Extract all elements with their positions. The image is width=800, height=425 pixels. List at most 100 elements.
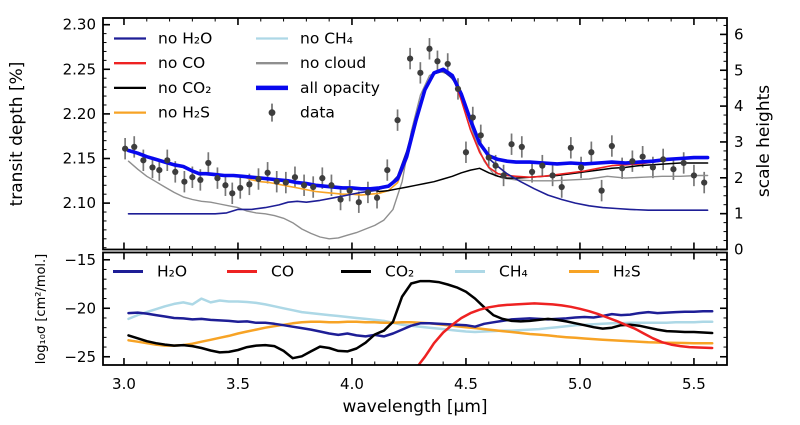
y-tick-label: −15 [64, 251, 96, 269]
data-point [205, 159, 212, 167]
data-point-markers [122, 45, 708, 206]
right-tick-label: 3 [734, 133, 744, 151]
data-point [639, 153, 646, 160]
data-point [518, 143, 525, 151]
x-tick-label: 4.5 [454, 375, 478, 393]
y-tick-label: −25 [64, 348, 96, 366]
top-series [126, 67, 710, 240]
data-point [394, 117, 401, 124]
data-point [492, 162, 499, 169]
legend-item-no-ch: no CH₄ [256, 30, 353, 48]
legend-item-no-co: no CO₂ [114, 79, 211, 97]
data-point [508, 141, 515, 148]
top-spines [102, 17, 728, 251]
data-point [598, 187, 605, 194]
data-point [426, 45, 433, 52]
data-point [500, 172, 507, 179]
data-point [181, 178, 188, 185]
y-tick-label: −20 [64, 299, 96, 317]
legend-label: no CO [158, 54, 205, 72]
y-tick-label: 2.15 [63, 150, 96, 168]
data-point [469, 114, 476, 121]
data-point [264, 169, 271, 176]
bottom-left-axis-label: log₁₀σ [cm²/mol.] [34, 254, 49, 365]
legend-item-no-h-o: no H₂O [114, 30, 212, 48]
data-point [346, 187, 353, 194]
data-point [539, 162, 546, 169]
top-legend: no H₂O no CO no CO₂ no H₂S no CH₄ no cloud all… [114, 30, 380, 122]
legend-item-no-co: no CO [114, 54, 205, 72]
legend-label: no cloud [300, 54, 366, 72]
data-point [577, 164, 585, 171]
bottom-spines [102, 251, 728, 366]
data-point [690, 172, 698, 179]
data-point [140, 157, 147, 164]
x-tick-label: 3.0 [112, 375, 136, 393]
data-point [131, 143, 138, 151]
series-all-opacity [126, 67, 710, 191]
legend-label: no H₂S [158, 104, 210, 122]
data-point [549, 172, 556, 179]
bottom-series [127, 279, 714, 365]
data-point [384, 167, 391, 174]
legend-item-data: data [268, 103, 335, 122]
data-point [189, 174, 196, 181]
data-point [273, 178, 280, 185]
data-point [670, 166, 677, 173]
data-point [444, 60, 451, 68]
legend-item-ch: CH₄ [455, 263, 528, 281]
data-point [462, 149, 470, 156]
data-point [649, 164, 657, 171]
right-tick-label: 0 [734, 241, 744, 259]
series-no-cloud [127, 70, 709, 240]
series-h-o [127, 309, 714, 338]
data-point [406, 55, 414, 62]
data-point [197, 176, 204, 184]
legend-label: H₂O [157, 263, 187, 281]
bottom-legend: H₂O CO CO₂ CH₄ H₂S [113, 263, 641, 281]
y-tick-label: 2.25 [63, 60, 96, 78]
left-axis-label: transit depth [%] [7, 62, 27, 207]
data-point [454, 85, 462, 93]
data-point [229, 190, 236, 197]
axis-labels: transit depth [%] scale heights log₁₀σ [… [7, 62, 774, 417]
data-point [629, 158, 636, 165]
data-point [319, 175, 326, 182]
data-point [364, 189, 372, 196]
data-point [214, 175, 221, 182]
legend-marker-sample [268, 109, 276, 116]
data-point [164, 157, 171, 164]
right-tick-label: 5 [734, 61, 744, 79]
data-point [328, 182, 335, 189]
series-co [127, 279, 714, 360]
right-tick-label: 6 [734, 25, 744, 43]
y-tick-label: 2.30 [63, 16, 96, 34]
legend-item-no-cloud: no cloud [256, 54, 366, 72]
right-tick-label: 2 [734, 169, 744, 187]
data-point [417, 69, 424, 76]
data-point [567, 144, 574, 151]
data-point [701, 179, 708, 186]
series-ch [127, 297, 714, 334]
x-tick-label: 4.0 [340, 375, 364, 393]
data-point [282, 179, 289, 186]
right-tick-label: 4 [734, 97, 744, 115]
right-tick-label: 1 [734, 205, 744, 223]
bottom-tick-labels: −25 −20 −15 3.0 3.5 4.0 4.5 5.0 5.5 [64, 251, 706, 393]
right-axis-label: scale heights [754, 85, 774, 197]
data-point [246, 181, 253, 188]
data-point [237, 184, 244, 192]
data-point [149, 164, 156, 171]
legend-label: CO₂ [385, 263, 414, 281]
x-tick-label: 5.5 [682, 375, 706, 393]
legend-item-co: CO₂ [341, 263, 414, 281]
data-point [291, 174, 299, 181]
data-point [477, 132, 484, 139]
data-point [156, 167, 163, 174]
data-point [680, 159, 687, 167]
x-tick-label: 5.0 [568, 375, 592, 393]
